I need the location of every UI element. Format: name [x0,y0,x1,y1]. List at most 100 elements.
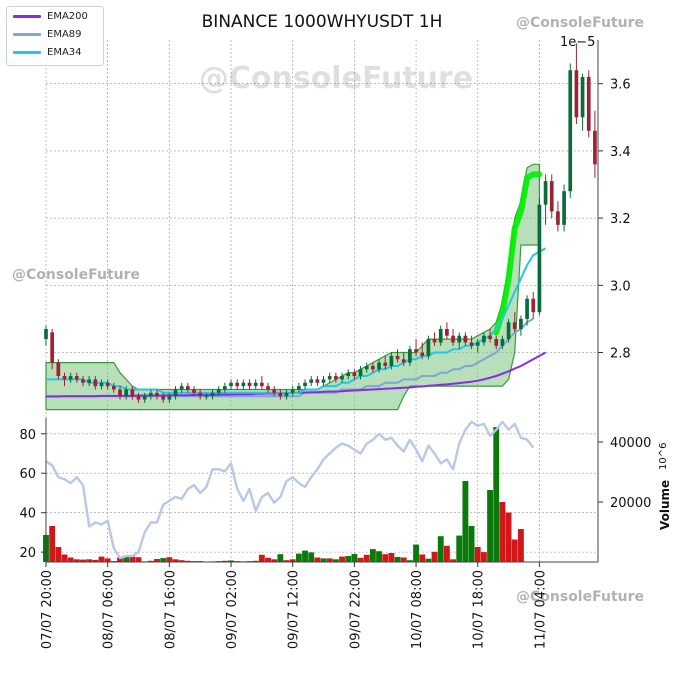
volume-bar [388,553,395,562]
volume-layer [43,427,524,562]
volume-bar [480,552,487,562]
watermark-bottom-right: @ConsoleFuture [516,589,644,605]
volume-bar [55,547,62,562]
x-tick-label: 08/07 06:00 [102,570,117,649]
volume-bar [431,551,438,562]
candle-body [179,386,184,390]
candle-body [352,372,357,377]
candle-body [155,392,159,397]
volume-bar [499,502,506,562]
candle-body [346,372,351,377]
candle-body [432,339,437,343]
volume-bar [363,554,370,562]
candle-body [284,392,289,397]
volume-bar [394,556,401,562]
volume-bar [295,553,302,562]
candle-body [321,379,326,383]
grid-layer [45,40,598,562]
candle-body [260,382,264,387]
x-tick-label: 08/07 16:00 [163,570,178,649]
volume-bar [443,545,450,562]
price-tick-label: 2.8 [610,347,631,362]
candle-body [327,376,332,380]
price-tick-label: 3.0 [610,279,631,294]
x-tick-label: 07/07 20:00 [40,570,55,649]
candle-body [241,382,246,387]
legend-item-ema200: EMA200 [13,11,88,25]
volume-bar [505,512,512,562]
oscillator-tick-label: 80 [19,428,36,443]
candle-body [247,382,252,387]
volume-bar [302,550,308,562]
volume-bar [511,539,518,562]
candle-body [99,382,104,387]
volume-bar [332,559,339,562]
volume-bar [450,559,456,562]
volume-bar [413,544,419,562]
candle-body [192,389,196,393]
volume-axis-label: Volume [658,480,672,530]
candle-body [118,389,122,397]
candle-body [556,211,560,225]
candle-body [309,379,314,383]
candle-body [531,298,536,313]
price-tick-label: 3.6 [610,78,631,93]
candle-body [451,335,455,343]
volume-bar [376,551,382,562]
volume-bar [357,557,364,562]
legend-item-ema89: EMA89 [13,29,82,43]
candle-body [173,389,178,397]
candle-body [494,339,499,346]
candle-body [235,382,240,387]
candle-body [574,70,579,118]
candle-body [457,335,462,343]
volume-bar [493,427,500,562]
oscillator-tick-label: 60 [19,467,36,482]
volume-bar [166,557,173,562]
candle-body [488,335,492,340]
volume-bar [406,560,413,562]
volume-bar [456,535,463,562]
axis-layer: 07/07 20:00 08/07 06:00 08/07 16:00 09/07 0… [19,40,651,649]
legend-item-ema34: EMA34 [13,47,82,61]
candle-body [266,386,270,390]
volume-bar [419,554,426,562]
candle-body [253,382,258,387]
candle-body [111,386,116,390]
candle-body [303,382,307,387]
candle-body [562,191,566,225]
volume-bar [172,559,179,562]
legend-label: EMA200 [47,11,88,22]
volume-bar [117,557,123,562]
candle-body [549,181,554,212]
volume-bar [277,554,284,562]
volume-bar [129,556,136,562]
candle-body [167,396,172,400]
x-tick-label: 09/07 12:00 [287,570,302,649]
candle-body [229,382,233,387]
volume-bar [160,558,167,562]
chart-title: BINANCE 1000WHYUSDT 1H [202,12,443,32]
candle-body [408,349,412,363]
volume-bar [289,559,296,562]
volume-bar [135,557,142,562]
volume-bar [314,557,321,562]
volume-bar [320,558,327,562]
volume-bar [80,559,86,562]
volume-bar [98,556,105,562]
candle-body [198,392,203,397]
candle-layer [44,43,597,403]
volume-bar [73,559,80,562]
oscillator-line [45,420,535,560]
watermark-top-right: @ConsoleFuture [516,15,644,31]
volume-bar [369,549,376,562]
volume-bar [437,536,444,562]
volume-bar [252,560,259,562]
candle-body [586,76,591,131]
oscillator-tick-label: 20 [19,546,36,561]
volume-tick-label: 40000 [610,436,651,451]
volume-bar [462,481,469,562]
candle-body [62,376,67,380]
candle-body [383,362,388,366]
candle-body [74,376,79,380]
